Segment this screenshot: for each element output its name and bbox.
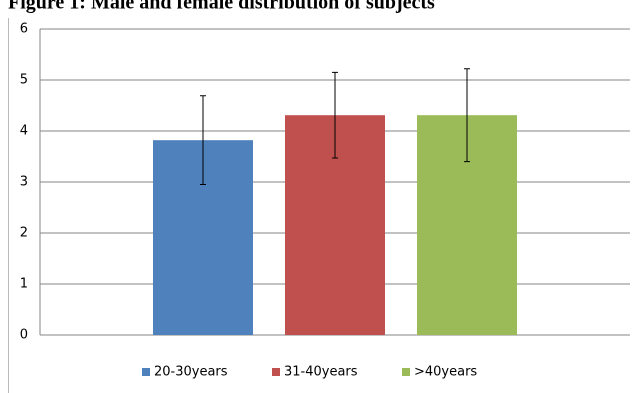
legend-label: 31-40years bbox=[284, 365, 358, 380]
error-bar bbox=[200, 95, 206, 186]
legend-swatch bbox=[272, 368, 280, 376]
y-tick-label: 2 bbox=[20, 226, 28, 241]
legend-label: 20-30years bbox=[154, 365, 228, 380]
y-tick-label: 4 bbox=[20, 124, 28, 139]
y-tick-label: 5 bbox=[20, 73, 28, 88]
legend-swatch bbox=[142, 368, 150, 376]
error-bar bbox=[464, 68, 470, 163]
y-tick-label: 3 bbox=[20, 175, 28, 190]
error-bar bbox=[332, 71, 338, 159]
legend-label: >40years bbox=[414, 365, 477, 380]
legend-swatch bbox=[402, 368, 410, 376]
y-tick-label: 0 bbox=[20, 328, 28, 343]
y-tick-label: 6 bbox=[20, 22, 28, 37]
y-tick-label: 1 bbox=[20, 277, 28, 292]
chart-title: Figure 1: Male and female distribution o… bbox=[8, 0, 435, 14]
